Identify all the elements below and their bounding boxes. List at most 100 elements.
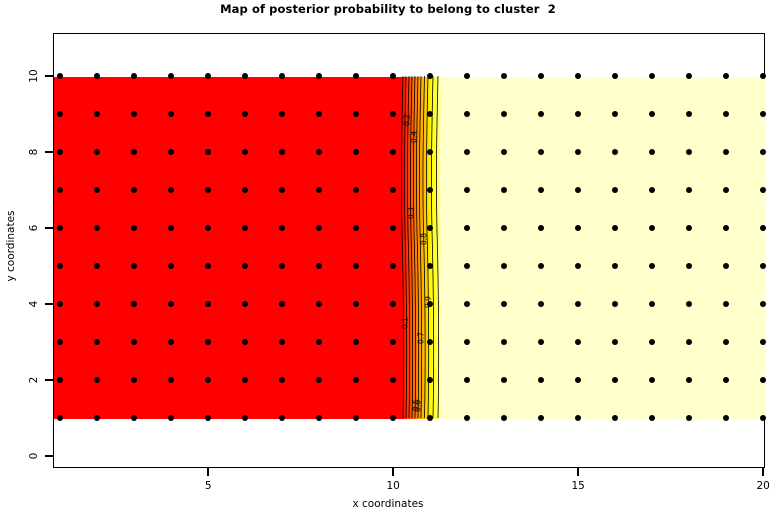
grid-point	[353, 301, 360, 307]
grid-point	[538, 263, 545, 269]
grid-point	[612, 187, 619, 193]
grid-point	[57, 111, 64, 117]
grid-point	[760, 263, 767, 269]
grid-point	[353, 187, 360, 193]
grid-point	[205, 73, 212, 79]
grid-point	[94, 111, 101, 117]
grid-point	[242, 73, 249, 79]
grid-point	[205, 187, 212, 193]
grid-point	[501, 111, 508, 117]
grid-point	[427, 301, 434, 307]
grid-point	[242, 339, 249, 345]
grid-point	[427, 339, 434, 345]
x-axis-tick	[392, 468, 394, 476]
grid-point	[168, 73, 175, 79]
grid-point	[464, 149, 471, 155]
contour-level-label: 0.2	[402, 113, 412, 126]
grid-point	[279, 187, 286, 193]
grid-point	[131, 73, 138, 79]
grid-point	[575, 415, 582, 421]
grid-point	[316, 301, 323, 307]
contour-level-label: 0.4	[409, 130, 419, 143]
grid-point	[686, 187, 693, 193]
grid-point	[316, 73, 323, 79]
grid-point	[316, 149, 323, 155]
grid-point	[390, 187, 397, 193]
grid-point	[205, 225, 212, 231]
grid-point	[94, 377, 101, 383]
grid-point	[760, 339, 767, 345]
grid-point	[131, 149, 138, 155]
grid-point	[686, 149, 693, 155]
grid-point	[168, 263, 175, 269]
grid-point	[205, 111, 212, 117]
grid-point	[538, 149, 545, 155]
grid-point	[464, 225, 471, 231]
grid-point	[390, 263, 397, 269]
grid-point	[57, 149, 64, 155]
contour-level-label: 0.8	[419, 233, 429, 246]
grid-point	[575, 225, 582, 231]
grid-point	[427, 415, 434, 421]
grid-point	[390, 377, 397, 383]
grid-point	[168, 415, 175, 421]
grid-point	[649, 339, 656, 345]
y-axis-tick	[45, 379, 53, 381]
grid-point	[686, 225, 693, 231]
grid-point	[760, 225, 767, 231]
x-axis-tick	[762, 468, 764, 476]
grid-point	[686, 339, 693, 345]
grid-point	[131, 111, 138, 117]
grid-point	[427, 111, 434, 117]
grid-point	[316, 111, 323, 117]
grid-point	[649, 301, 656, 307]
grid-point	[94, 73, 101, 79]
y-axis-tick	[45, 151, 53, 153]
grid-point	[760, 149, 767, 155]
grid-point	[575, 111, 582, 117]
x-axis-tick	[577, 468, 579, 476]
grid-point	[94, 149, 101, 155]
grid-point	[316, 225, 323, 231]
grid-point	[131, 339, 138, 345]
grid-point	[205, 263, 212, 269]
grid-point	[575, 187, 582, 193]
grid-point	[760, 111, 767, 117]
grid-point	[612, 377, 619, 383]
grid-point	[723, 377, 730, 383]
grid-point	[57, 187, 64, 193]
grid-point	[353, 73, 360, 79]
x-axis-tick-label: 20	[756, 480, 770, 492]
grid-point	[279, 225, 286, 231]
grid-point	[612, 339, 619, 345]
x-axis-tick	[207, 468, 209, 476]
x-axis-tick-label: 10	[386, 480, 400, 492]
grid-point	[649, 263, 656, 269]
grid-point	[464, 339, 471, 345]
grid-point	[649, 149, 656, 155]
grid-point	[205, 377, 212, 383]
grid-point	[353, 149, 360, 155]
grid-point	[538, 187, 545, 193]
grid-point	[649, 111, 656, 117]
grid-point	[686, 73, 693, 79]
grid-point	[353, 415, 360, 421]
grid-point	[316, 339, 323, 345]
contour-level-label: 0.9	[423, 296, 433, 309]
grid-point	[316, 415, 323, 421]
grid-point	[501, 187, 508, 193]
grid-point	[538, 225, 545, 231]
grid-point	[57, 73, 64, 79]
y-axis-tick	[45, 227, 53, 229]
grid-point	[427, 149, 434, 155]
grid-point	[427, 73, 434, 79]
grid-point	[131, 187, 138, 193]
grid-point	[760, 187, 767, 193]
grid-point	[538, 301, 545, 307]
y-axis-label: y coordinates	[5, 210, 17, 282]
grid-point	[649, 415, 656, 421]
grid-point	[464, 111, 471, 117]
grid-point	[464, 415, 471, 421]
contour-level-label: 0.6	[413, 399, 423, 412]
